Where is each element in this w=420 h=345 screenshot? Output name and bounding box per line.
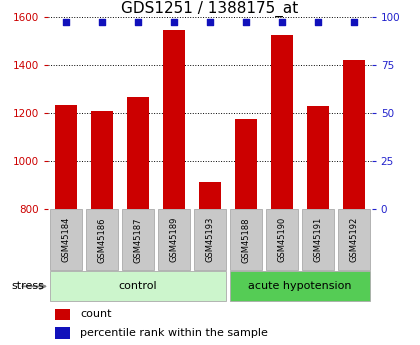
Bar xyxy=(55,327,70,338)
Bar xyxy=(163,30,185,209)
Text: GSM45192: GSM45192 xyxy=(349,217,358,263)
Bar xyxy=(343,60,365,209)
Bar xyxy=(87,209,118,270)
Text: control: control xyxy=(119,282,158,291)
Title: GDS1251 / 1388175_at: GDS1251 / 1388175_at xyxy=(121,1,299,17)
Bar xyxy=(158,209,190,270)
Bar xyxy=(271,35,293,209)
Text: GSM45186: GSM45186 xyxy=(98,217,107,263)
Bar xyxy=(50,272,226,301)
Text: GSM45184: GSM45184 xyxy=(62,217,71,263)
Point xyxy=(171,19,177,25)
Point xyxy=(99,19,105,25)
Bar xyxy=(199,183,221,209)
Bar xyxy=(55,105,77,209)
Text: GSM45188: GSM45188 xyxy=(241,217,250,263)
Text: stress: stress xyxy=(11,282,44,291)
Bar xyxy=(194,209,226,270)
Point xyxy=(350,19,357,25)
Bar xyxy=(235,119,257,209)
Text: GSM45189: GSM45189 xyxy=(170,217,178,263)
Bar xyxy=(266,209,298,270)
Text: acute hypotension: acute hypotension xyxy=(248,282,352,291)
Bar xyxy=(50,209,82,270)
Text: GSM45187: GSM45187 xyxy=(134,217,143,263)
Bar xyxy=(338,209,370,270)
Text: GSM45190: GSM45190 xyxy=(277,217,286,263)
Text: GSM45191: GSM45191 xyxy=(313,217,322,263)
Bar xyxy=(302,209,333,270)
Text: percentile rank within the sample: percentile rank within the sample xyxy=(80,328,268,338)
Point xyxy=(243,19,249,25)
Bar xyxy=(307,106,328,209)
Bar xyxy=(92,111,113,209)
Point xyxy=(207,19,213,25)
Bar xyxy=(230,209,262,270)
Text: count: count xyxy=(80,309,111,319)
Point xyxy=(63,19,70,25)
Bar xyxy=(55,308,70,320)
Point xyxy=(278,19,285,25)
Point xyxy=(315,19,321,25)
Point xyxy=(135,19,142,25)
Bar xyxy=(122,209,154,270)
Bar xyxy=(127,97,149,209)
Bar xyxy=(230,272,370,301)
Text: GSM45193: GSM45193 xyxy=(205,217,215,263)
